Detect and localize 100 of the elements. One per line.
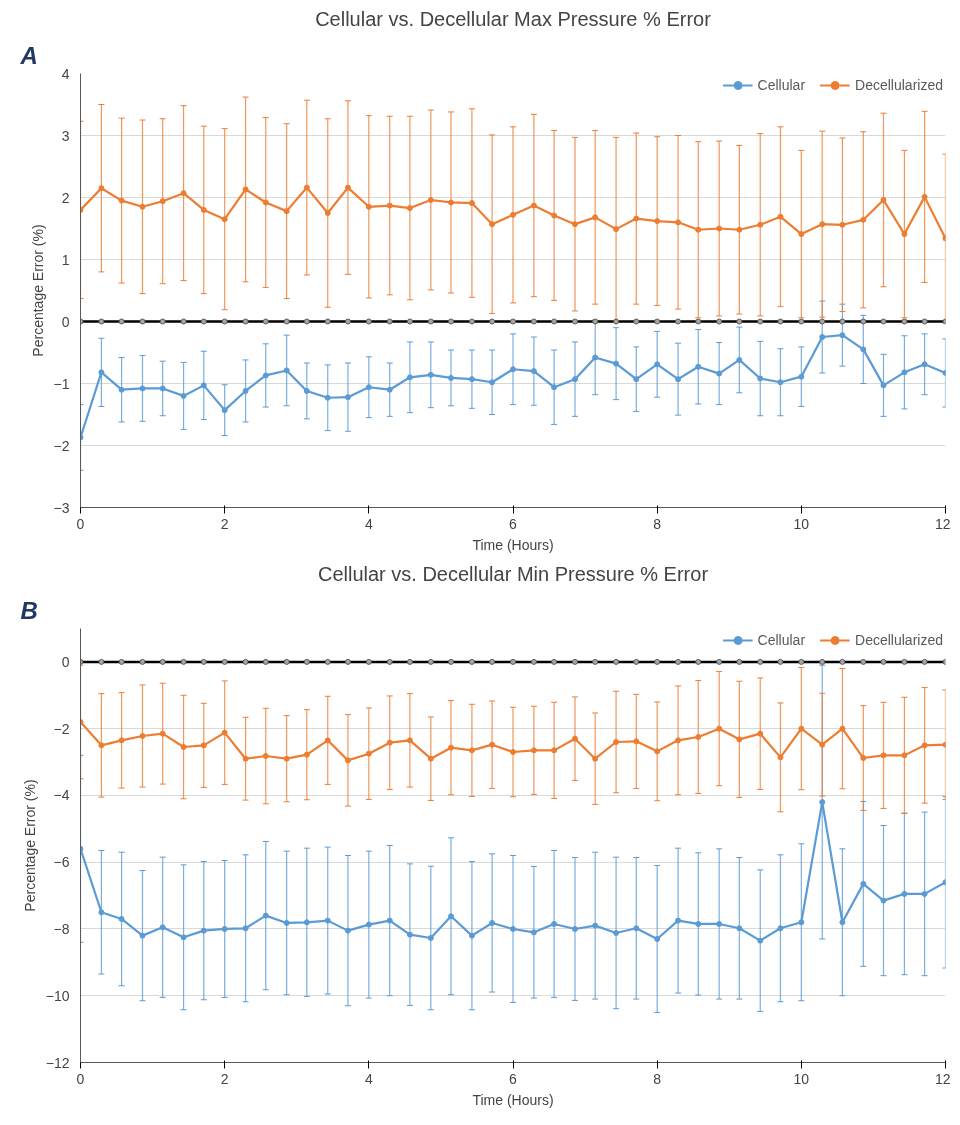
x-tick-label: 6 <box>509 1070 518 1087</box>
point <box>757 221 764 228</box>
point <box>221 407 228 414</box>
point <box>716 920 723 927</box>
point <box>819 741 826 748</box>
point <box>139 932 146 939</box>
point <box>592 922 599 929</box>
y-tick-label: 2 <box>61 189 70 206</box>
legend-label: Decellularized <box>855 632 943 648</box>
point <box>221 729 228 736</box>
point <box>839 919 846 926</box>
point <box>633 376 640 383</box>
text: A <box>19 41 38 69</box>
point <box>427 196 434 203</box>
point <box>98 742 105 749</box>
point <box>592 214 599 221</box>
point <box>675 376 682 383</box>
point <box>510 366 516 373</box>
point <box>510 925 516 932</box>
point <box>448 199 455 206</box>
y-tick-label: −2 <box>53 720 70 737</box>
point <box>777 213 784 220</box>
point <box>613 739 620 745</box>
text: B <box>20 596 38 624</box>
point <box>860 880 867 887</box>
point <box>180 934 187 941</box>
point <box>592 755 599 762</box>
point <box>530 368 537 375</box>
y-tick-label: −8 <box>53 920 70 937</box>
point <box>921 742 928 749</box>
point <box>777 925 784 932</box>
point <box>860 346 867 353</box>
point <box>489 741 496 748</box>
x-tick-label: 6 <box>509 515 518 532</box>
point <box>489 919 496 926</box>
point <box>551 212 558 219</box>
point <box>510 211 516 218</box>
point <box>324 394 331 401</box>
point <box>901 752 908 759</box>
y-tick-label: −12 <box>45 1054 70 1071</box>
point <box>139 385 146 392</box>
point <box>716 370 723 377</box>
point <box>344 757 351 764</box>
point <box>530 929 537 936</box>
point <box>283 208 290 215</box>
point <box>365 921 372 928</box>
point <box>262 372 269 379</box>
point <box>695 226 702 233</box>
x-axis-title: Time (Hours) <box>472 536 554 553</box>
point <box>633 925 640 932</box>
point <box>118 915 125 922</box>
point <box>901 890 908 897</box>
point <box>118 197 125 204</box>
point <box>675 737 682 744</box>
x-tick-label: 8 <box>653 515 662 532</box>
point <box>510 749 516 756</box>
point <box>468 932 475 939</box>
point <box>880 752 887 759</box>
point <box>798 231 805 238</box>
y-tick-label: −6 <box>53 854 70 871</box>
y-tick-label: 3 <box>61 127 70 144</box>
point <box>344 394 351 401</box>
point <box>819 221 826 228</box>
point <box>365 384 372 391</box>
point <box>736 356 743 363</box>
legend-label: Cellular <box>757 632 806 648</box>
x-tick-label: 2 <box>220 515 229 532</box>
legend-label: Decellularized <box>855 77 943 93</box>
point <box>468 747 475 754</box>
point <box>551 384 558 391</box>
point <box>386 202 393 209</box>
point <box>819 799 826 806</box>
point <box>242 186 249 193</box>
point <box>200 382 207 389</box>
y-tick-label: −3 <box>53 499 70 516</box>
point <box>242 387 249 394</box>
y-axis-title: Percentage Error (%) <box>21 779 38 912</box>
point <box>180 392 187 399</box>
x-tick-label: 8 <box>653 1070 662 1087</box>
x-tick-label: 12 <box>934 1070 951 1087</box>
point <box>386 917 393 924</box>
point <box>180 744 187 751</box>
point <box>221 925 228 932</box>
point <box>159 198 166 205</box>
x-tick-label: 4 <box>364 515 373 532</box>
point <box>716 725 723 732</box>
point <box>303 184 310 191</box>
point <box>860 216 867 223</box>
point <box>736 226 743 233</box>
point <box>98 909 105 916</box>
point <box>242 925 249 932</box>
x-tick-label: 4 <box>364 1070 373 1087</box>
point <box>283 919 290 926</box>
y-tick-label: −4 <box>53 787 70 804</box>
point <box>221 216 228 223</box>
x-tick-label: 2 <box>220 1070 229 1087</box>
x-tick-label: 10 <box>793 1070 810 1087</box>
point <box>159 730 166 737</box>
point <box>468 200 475 207</box>
x-axis-title: Time (Hours) <box>472 1091 554 1108</box>
